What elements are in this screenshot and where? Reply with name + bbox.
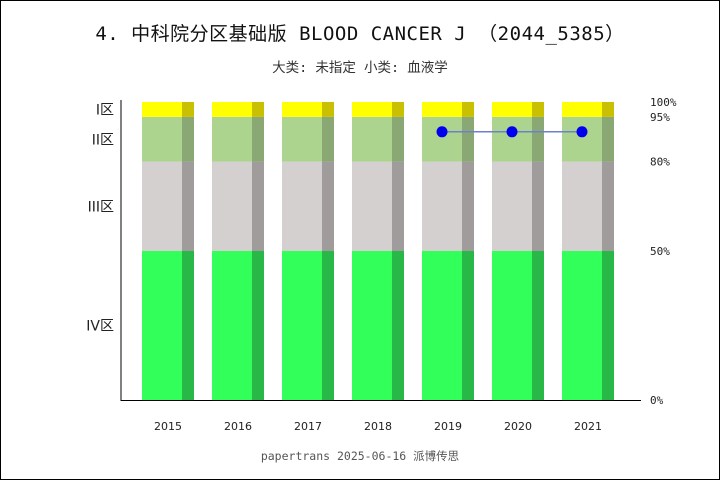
bar-segment-shade [532, 116, 544, 162]
bar-segment [352, 102, 392, 117]
bar-segment-shade [462, 161, 474, 251]
bar-segment-shade [392, 116, 404, 162]
bar-segment [422, 251, 462, 400]
bar-segment [212, 161, 252, 251]
bar-segment [422, 102, 462, 117]
bar-segment-shade [462, 251, 474, 400]
bar-segment [142, 116, 182, 162]
right-tick-label: 100% [650, 96, 677, 109]
x-tick-label: 2016 [224, 420, 252, 433]
bar-segment [212, 116, 252, 162]
zone-label: III区 [88, 199, 114, 215]
x-tick-label: 2015 [154, 420, 182, 433]
x-tick-label: 2018 [364, 420, 392, 433]
bar-segment [562, 251, 602, 400]
bar-segment [282, 102, 322, 117]
chart-title: 4. 中科院分区基础版 BLOOD CANCER J （2044_5385） [95, 23, 625, 45]
bar-segment [352, 161, 392, 251]
bar-segment [352, 251, 392, 400]
bar-segment [282, 161, 322, 251]
series-point [576, 126, 588, 138]
zone-label: II区 [92, 132, 114, 148]
chart-subtitle: 大类: 未指定 小类: 血液学 [272, 60, 448, 76]
bar-segment [142, 161, 182, 251]
bar-segment-shade [252, 116, 264, 162]
bar-segment [422, 116, 462, 162]
bar-segment-shade [462, 116, 474, 162]
bar-segment-shade [602, 116, 614, 162]
bar-segment [142, 102, 182, 117]
bar-segment [562, 102, 602, 117]
x-tick-label: 2021 [574, 420, 602, 433]
bar-segment-shade [392, 251, 404, 400]
zone-label: IV区 [86, 319, 114, 335]
bar-segment-shade [322, 251, 334, 400]
bar-segment-shade [182, 161, 194, 251]
bar-segment-shade [392, 102, 404, 117]
bar-segment [212, 102, 252, 117]
bar-segment-shade [182, 116, 194, 162]
bar-segment [562, 161, 602, 251]
zone-label: I区 [96, 102, 114, 118]
bar-segment [212, 251, 252, 400]
series-point [506, 126, 518, 138]
footer-credit: papertrans 2025-06-16 派博传思 [260, 449, 460, 463]
bar-segment-shade [532, 102, 544, 117]
bar-segment [492, 161, 532, 251]
x-tick-label: 2020 [504, 420, 532, 433]
bar-segment [352, 116, 392, 162]
bar-segment [492, 116, 532, 162]
bar-segment-shade [182, 102, 194, 117]
bar-segment [492, 251, 532, 400]
bar-segment-shade [322, 161, 334, 251]
bar-segment [422, 161, 462, 251]
bar-segment-shade [392, 161, 404, 251]
bar-segment-shade [322, 102, 334, 117]
right-tick-label: 0% [650, 394, 664, 407]
bar-segment-shade [532, 251, 544, 400]
bar-segment-shade [602, 251, 614, 400]
bar-segment [282, 116, 322, 162]
bar-segment [142, 251, 182, 400]
x-tick-label: 2019 [434, 420, 462, 433]
right-tick-label: 95% [650, 111, 670, 124]
bar-segment [492, 102, 532, 117]
bar-segment-shade [602, 102, 614, 117]
bar-segment [562, 116, 602, 162]
bar-segment-shade [462, 102, 474, 117]
bar-segment-shade [532, 161, 544, 251]
right-tick-label: 50% [650, 245, 670, 258]
bar-segment-shade [252, 161, 264, 251]
series-point [436, 126, 448, 138]
x-tick-label: 2017 [294, 420, 322, 433]
bar-segment-shade [602, 161, 614, 251]
right-tick-label: 80% [650, 156, 670, 169]
bar-segment-shade [182, 251, 194, 400]
bar-segment [282, 251, 322, 400]
bar-segment-shade [322, 116, 334, 162]
bar-segment-shade [252, 102, 264, 117]
bar-segment-shade [252, 251, 264, 400]
